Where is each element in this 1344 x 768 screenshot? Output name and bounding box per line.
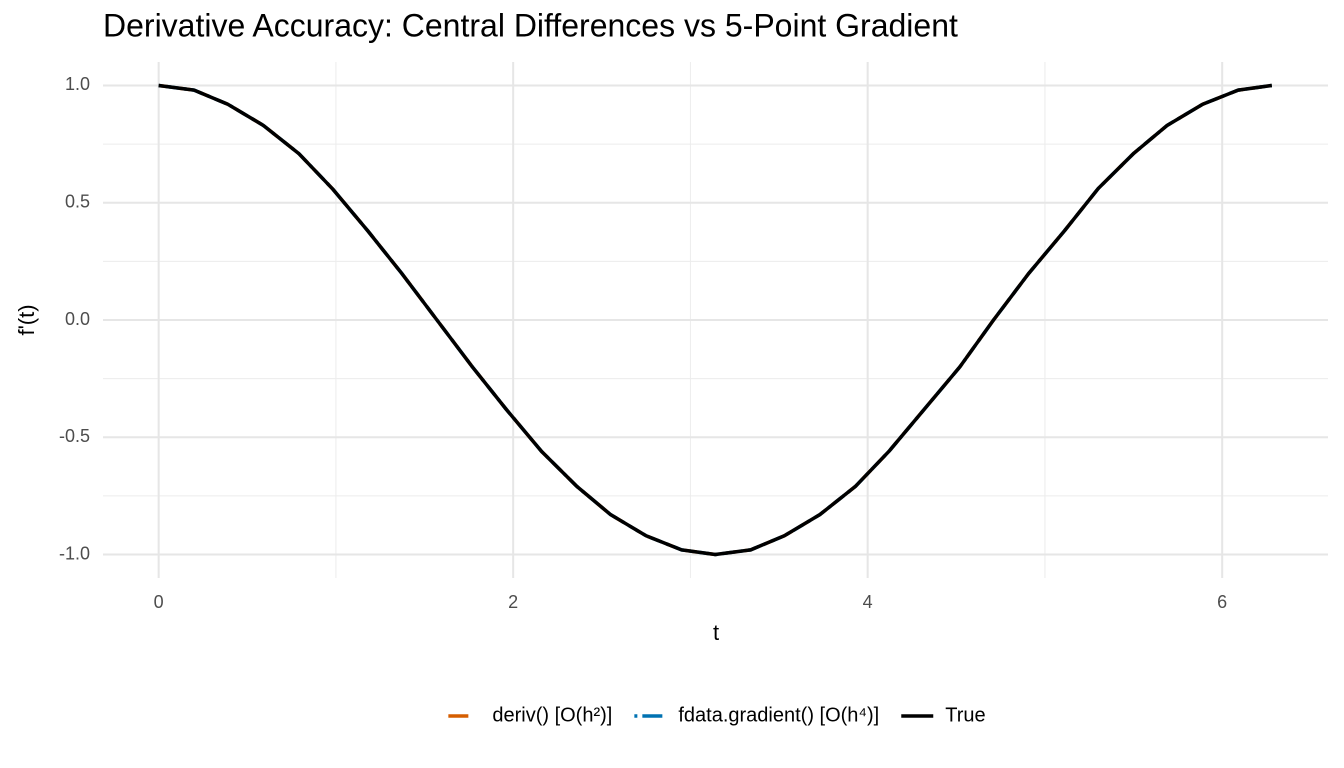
chart-title: Derivative Accuracy: Central Differences… xyxy=(103,7,958,43)
x-tick-label: 4 xyxy=(863,592,873,612)
x-axis-label: t xyxy=(713,620,719,645)
legend-label: fdata.gradient() [O(h⁴)] xyxy=(678,704,879,726)
y-axis-label: f'(t) xyxy=(14,304,39,335)
x-tick-label: 6 xyxy=(1217,592,1227,612)
y-tick-label: -0.5 xyxy=(59,426,90,446)
legend-label: True xyxy=(945,704,985,726)
line-series xyxy=(158,83,1273,557)
y-tick-label: 0.5 xyxy=(65,191,90,211)
legend-label: deriv() [O(h²)] xyxy=(492,704,612,726)
y-tick-label: 0.0 xyxy=(65,309,90,329)
x-tick-label: 2 xyxy=(508,592,518,612)
y-tick-label: 1.0 xyxy=(65,74,90,94)
y-tick-label: -1.0 xyxy=(59,543,90,563)
x-tick-label: 0 xyxy=(154,592,164,612)
